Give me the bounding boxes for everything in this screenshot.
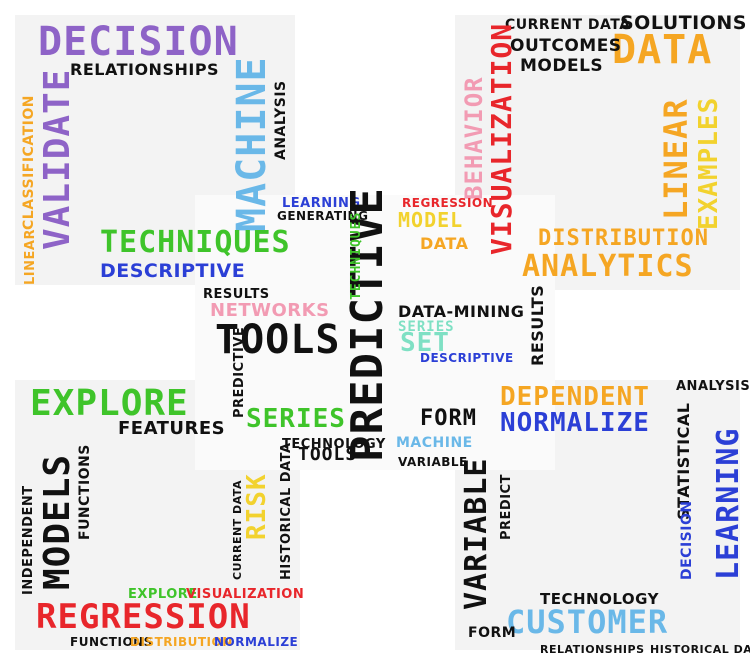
word-machine-center: MACHINE — [396, 435, 473, 451]
word-predict-br: PREDICT — [499, 474, 514, 540]
word-decision: DECISION — [38, 19, 239, 65]
word-generating: GENERATING — [277, 209, 369, 223]
word-customer: CUSTOMER — [506, 603, 669, 641]
word-series-left: SERIES — [246, 404, 346, 434]
word-data-mining: DATA-MINING — [398, 302, 525, 321]
word-explore-bl: EXPLORE — [128, 587, 198, 602]
word-data-c: DATA — [420, 234, 469, 253]
word-relationships: RELATIONSHIPS — [70, 60, 220, 79]
word-variable-center: VARIABLE — [398, 455, 468, 469]
word-distribution-bl: DISTRIBUTION — [130, 635, 233, 649]
word-examples: EXAMPLES — [694, 96, 724, 230]
word-current-data-tr: CURRENT DATA — [505, 17, 631, 33]
word-visualization-bl: VISUALIZATION — [186, 587, 305, 602]
word-explore: EXPLORE — [30, 383, 189, 424]
word-validate: VALIDATE — [37, 68, 78, 250]
word-functions-bl: FUNCTIONS — [77, 444, 93, 540]
word-classification: CLASSIFICATION — [21, 95, 37, 230]
word-historical-data-br: HISTORICAL DATA — [650, 643, 750, 656]
word-analytics: ANALYTICS — [522, 249, 694, 284]
word-regression-tr: REGRESSION — [402, 196, 494, 210]
word-decision-br: DECISION — [679, 500, 695, 580]
word-descriptive-center: DESCRIPTIVE — [420, 351, 514, 365]
word-analysis-br: ANALYSIS — [676, 379, 750, 394]
word-technology-br: TECHNOLOGY — [540, 590, 659, 608]
word-historical-data: HISTORICAL DATA — [279, 442, 294, 580]
word-behavior-tr: BEHAVIOR — [460, 76, 488, 200]
word-models-tr: MODELS — [520, 56, 604, 76]
word-learning-tl: LEARNING — [282, 196, 361, 211]
word-distribution-tr: DISTRIBUTION — [538, 226, 709, 251]
word-functions-bottom: FUNCTIONS — [70, 635, 153, 649]
word-learning-br: LEARNING — [711, 427, 746, 581]
word-tools-center: TOOLS — [215, 317, 341, 363]
word-descriptive: DESCRIPTIVE — [100, 260, 246, 282]
word-data-tr: DATA — [612, 27, 713, 73]
frame-center — [195, 195, 555, 470]
word-features: FEATURES — [118, 418, 226, 439]
word-linear-tl: LINEAR — [23, 229, 38, 285]
word-regression-bl: REGRESSION — [36, 597, 251, 637]
word-results-c: RESULTS — [203, 287, 270, 302]
word-tools-lower: TOOLS — [298, 444, 358, 465]
word-analysis-tl: ANALYSIS — [273, 80, 289, 160]
word-dependent: DEPENDENT — [500, 382, 650, 412]
word-normalize-bl: NORMALIZE — [214, 635, 299, 649]
word-predictive-small: PREDICTIVE — [232, 326, 247, 418]
word-techniques-center: TECHNIQUES — [349, 211, 364, 300]
word-set-center: SET — [400, 328, 450, 358]
word-independent-bl: INDEPENDENT — [21, 485, 36, 595]
word-form-center: FORM — [420, 406, 477, 431]
word-models-bl: MODELS — [37, 453, 78, 590]
word-results-center: RESULTS — [528, 284, 547, 366]
word-technology-center: TECHNOLOGY — [282, 437, 386, 452]
word-visualization-tr: VISUALIZATION — [485, 22, 518, 255]
word-risk-bl: RISK — [242, 473, 272, 540]
word-form-br: FORM — [468, 625, 517, 641]
word-techniques: TECHNIQUES — [100, 225, 291, 260]
word-current-data-bl: CURRENT DATA — [231, 480, 244, 580]
word-variable-br: VARIABLE — [459, 457, 494, 611]
word-normalize-br: NORMALIZE — [500, 408, 650, 438]
word-machine: MACHINE — [229, 56, 275, 232]
word-relationships-br: RELATIONSHIPS — [540, 643, 645, 656]
word-linear-tr: LINEAR — [657, 98, 695, 220]
word-outcomes: OUTCOMES — [510, 36, 622, 56]
word-networks: NETWORKS — [210, 300, 330, 321]
word-solutions: SOLUTIONS — [620, 12, 747, 34]
word-series-center: SERIES — [398, 319, 455, 335]
word-model-tr: MODEL — [398, 208, 464, 232]
